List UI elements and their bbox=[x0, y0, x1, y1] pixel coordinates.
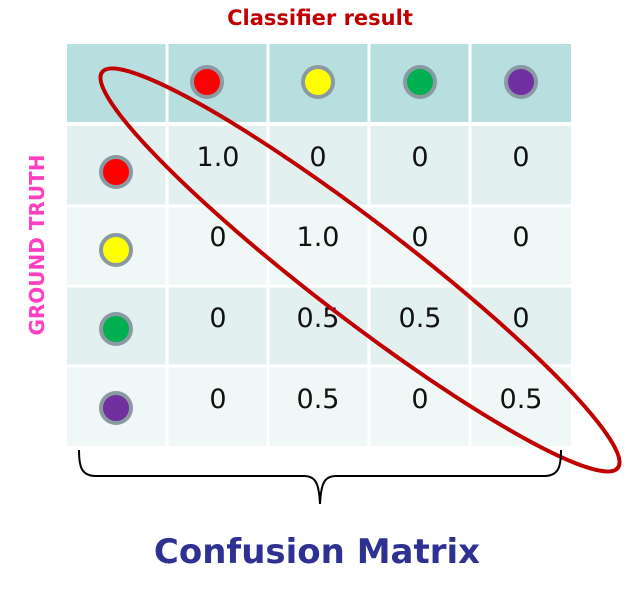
column-header-yellow-dot bbox=[301, 65, 335, 99]
cell-0-0: 1.0 bbox=[197, 142, 240, 173]
matrix-row-red bbox=[67, 124, 571, 206]
cell-1-0: 0 bbox=[209, 222, 226, 253]
cell-1-3: 0 bbox=[512, 222, 529, 253]
column-header-green-dot bbox=[403, 65, 437, 99]
column-headers bbox=[190, 65, 538, 99]
row-header-red-dot bbox=[99, 155, 133, 189]
row-header-purple-dot bbox=[99, 391, 133, 425]
matrix-row-yellow bbox=[67, 206, 571, 286]
cell-3-2: 0 bbox=[411, 384, 428, 415]
cell-2-2: 0.5 bbox=[399, 303, 442, 334]
confusion-matrix-title: Confusion Matrix bbox=[154, 532, 480, 572]
row-header-green-dot bbox=[99, 312, 133, 346]
matrix-values: 1.0 0 0 0 0 1.0 0 0 0 0.5 0.5 0 0 0.5 0 … bbox=[197, 142, 543, 415]
cell-1-1: 1.0 bbox=[297, 222, 340, 253]
classifier-result-title: Classifier result bbox=[227, 6, 413, 30]
grid-lines bbox=[67, 44, 571, 446]
column-header-red-dot bbox=[190, 65, 224, 99]
row-header-yellow-dot bbox=[99, 233, 133, 267]
cell-0-3: 0 bbox=[512, 142, 529, 173]
cell-2-3: 0 bbox=[512, 303, 529, 334]
cell-3-1: 0.5 bbox=[297, 384, 340, 415]
matrix-row-purple bbox=[67, 366, 571, 446]
cell-3-3: 0.5 bbox=[500, 384, 543, 415]
cell-1-2: 0 bbox=[411, 222, 428, 253]
ground-truth-title: GROUND TRUTH bbox=[25, 154, 49, 335]
curly-brace bbox=[78, 449, 562, 505]
cell-0-2: 0 bbox=[411, 142, 428, 173]
diagonal-highlight-ellipse bbox=[98, 66, 622, 474]
cell-0-1: 0 bbox=[309, 142, 326, 173]
cell-2-0: 0 bbox=[209, 303, 226, 334]
column-header-purple-dot bbox=[504, 65, 538, 99]
row-headers bbox=[99, 155, 133, 425]
cell-3-0: 0 bbox=[209, 384, 226, 415]
